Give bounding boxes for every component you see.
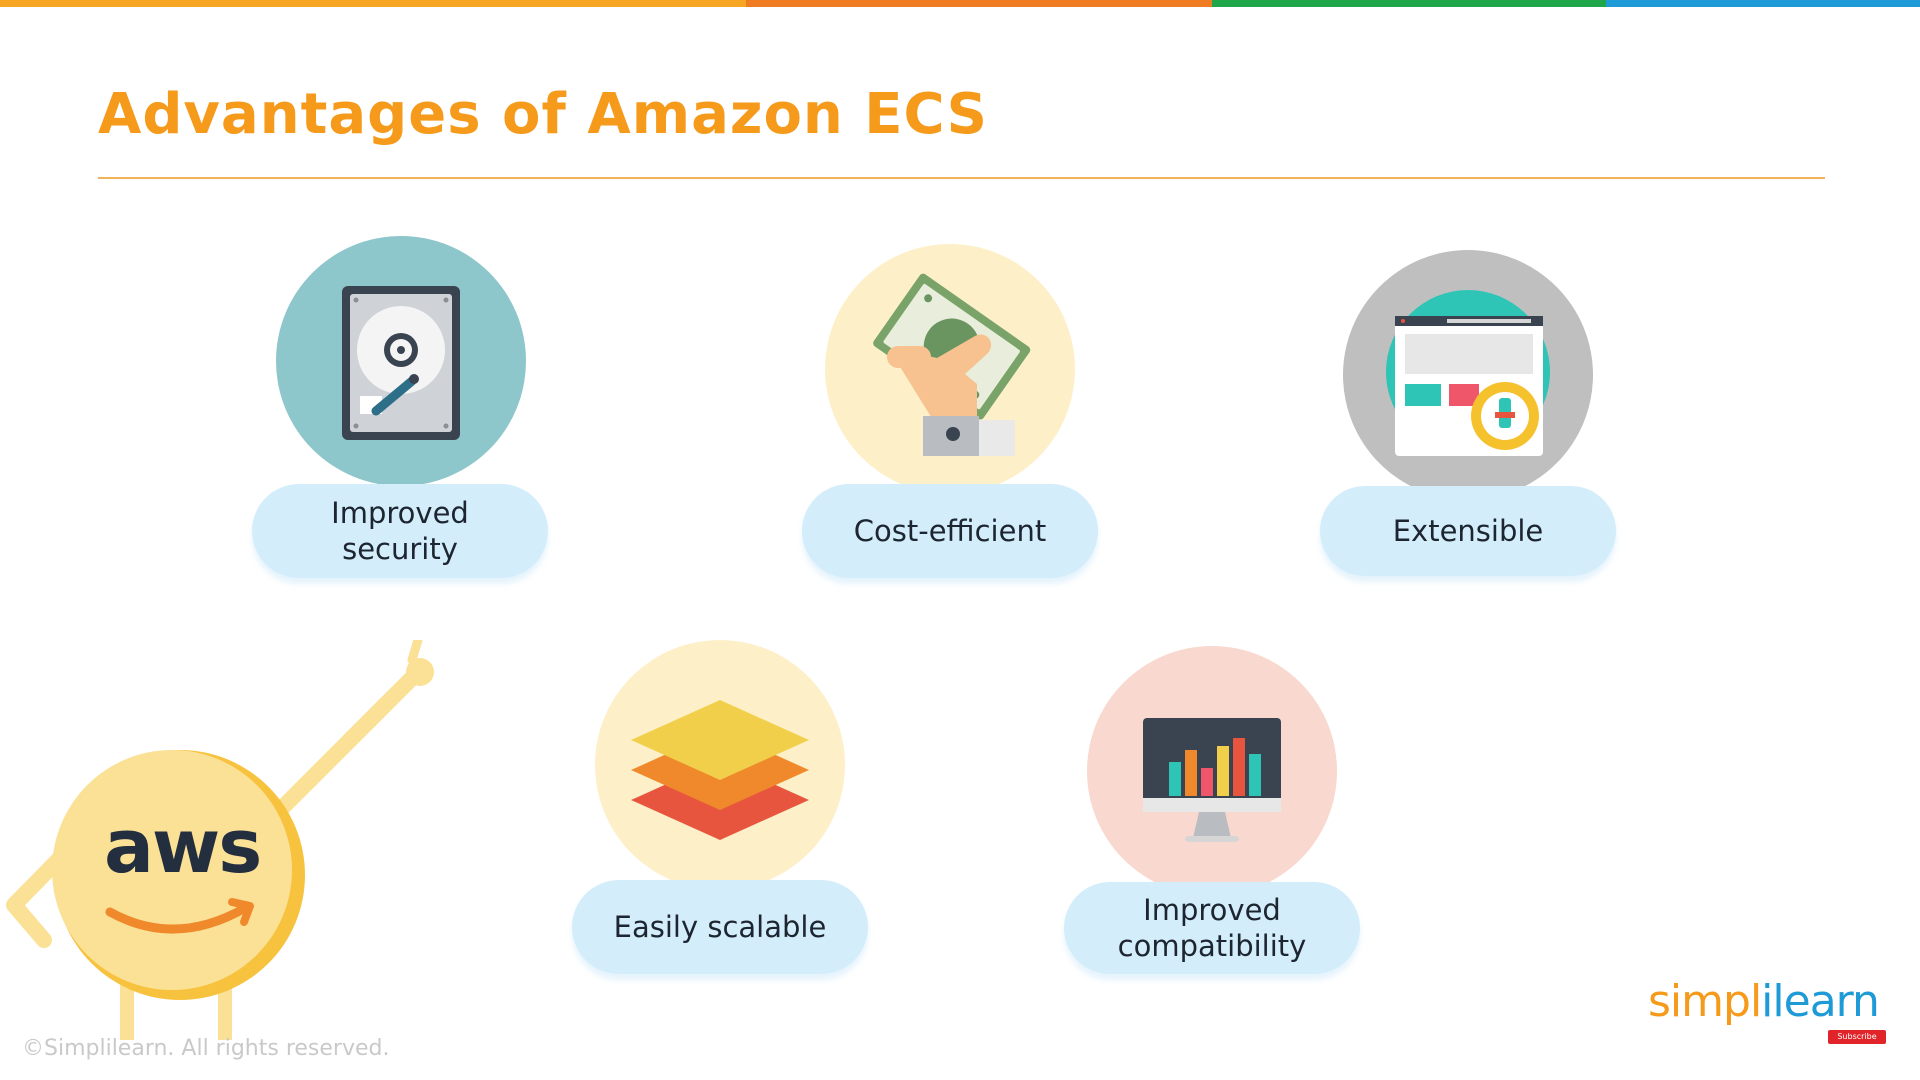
logo-part-simpl: simpl <box>1648 976 1762 1027</box>
subscribe-button[interactable]: Subscribe <box>1828 1030 1886 1044</box>
feature-label: Extensible <box>1393 513 1544 549</box>
slide-title: Advantages of Amazon ECS <box>98 82 989 147</box>
feature-circle <box>1087 646 1337 896</box>
feature-improved-compatibility: Improved compatibility <box>1064 646 1360 980</box>
feature-label: Easily scalable <box>614 909 827 945</box>
feature-circle <box>595 640 845 890</box>
top-bar-segment-red <box>746 0 1212 7</box>
top-bar-segment-orange <box>0 0 746 7</box>
simplilearn-logo: simplilearn <box>1648 976 1880 1027</box>
monitor-chart-icon <box>1143 718 1281 842</box>
feature-cost-efficient: Cost-efficient <box>802 244 1098 586</box>
feature-label-pill: Improved security <box>252 484 548 578</box>
feature-circle <box>1343 250 1593 500</box>
feature-label-line2: security <box>342 532 458 566</box>
aws-mascot: aws <box>0 635 450 1040</box>
feature-improved-security: Improved security <box>252 236 548 586</box>
top-color-bar <box>0 0 1920 7</box>
top-bar-segment-green <box>1212 0 1606 7</box>
feature-extensible: Extensible <box>1320 250 1616 586</box>
feature-circle <box>825 244 1075 494</box>
layers-icon <box>631 700 809 840</box>
aws-logo-text: aws <box>104 804 262 890</box>
feature-label-pill: Cost-efficient <box>802 484 1098 578</box>
feature-circle <box>276 236 526 486</box>
aws-mascot-illustration <box>6 635 434 1040</box>
feature-label-line1: Extensible <box>1392 514 1544 548</box>
feature-easily-scalable: Easily scalable <box>572 640 868 980</box>
top-bar-segment-blue <box>1606 0 1920 7</box>
feature-label: Cost-efficient <box>854 513 1046 549</box>
feature-label: Improved compatibility <box>1118 892 1307 964</box>
copyright-notice: ©Simplilearn. All rights reserved. <box>22 1036 390 1061</box>
feature-label-line2: compatibility <box>1117 929 1307 963</box>
feature-label-line1: Improved <box>1143 893 1281 927</box>
feature-label-line1: Cost-efficient <box>853 514 1047 548</box>
feature-label-pill: Improved compatibility <box>1064 882 1360 974</box>
feature-label-line1: Improved <box>331 496 469 530</box>
title-divider <box>98 177 1825 179</box>
feature-label: Improved security <box>331 495 469 567</box>
feature-label-line1: Easily scalable <box>613 910 827 944</box>
hard-drive-icon <box>342 286 460 440</box>
browser-gear-icon <box>1386 290 1550 456</box>
logo-part-ilearn: ilearn <box>1761 976 1880 1027</box>
feature-label-pill: Easily scalable <box>572 880 868 974</box>
feature-label-pill: Extensible <box>1320 486 1616 576</box>
money-hand-icon <box>873 273 1031 456</box>
